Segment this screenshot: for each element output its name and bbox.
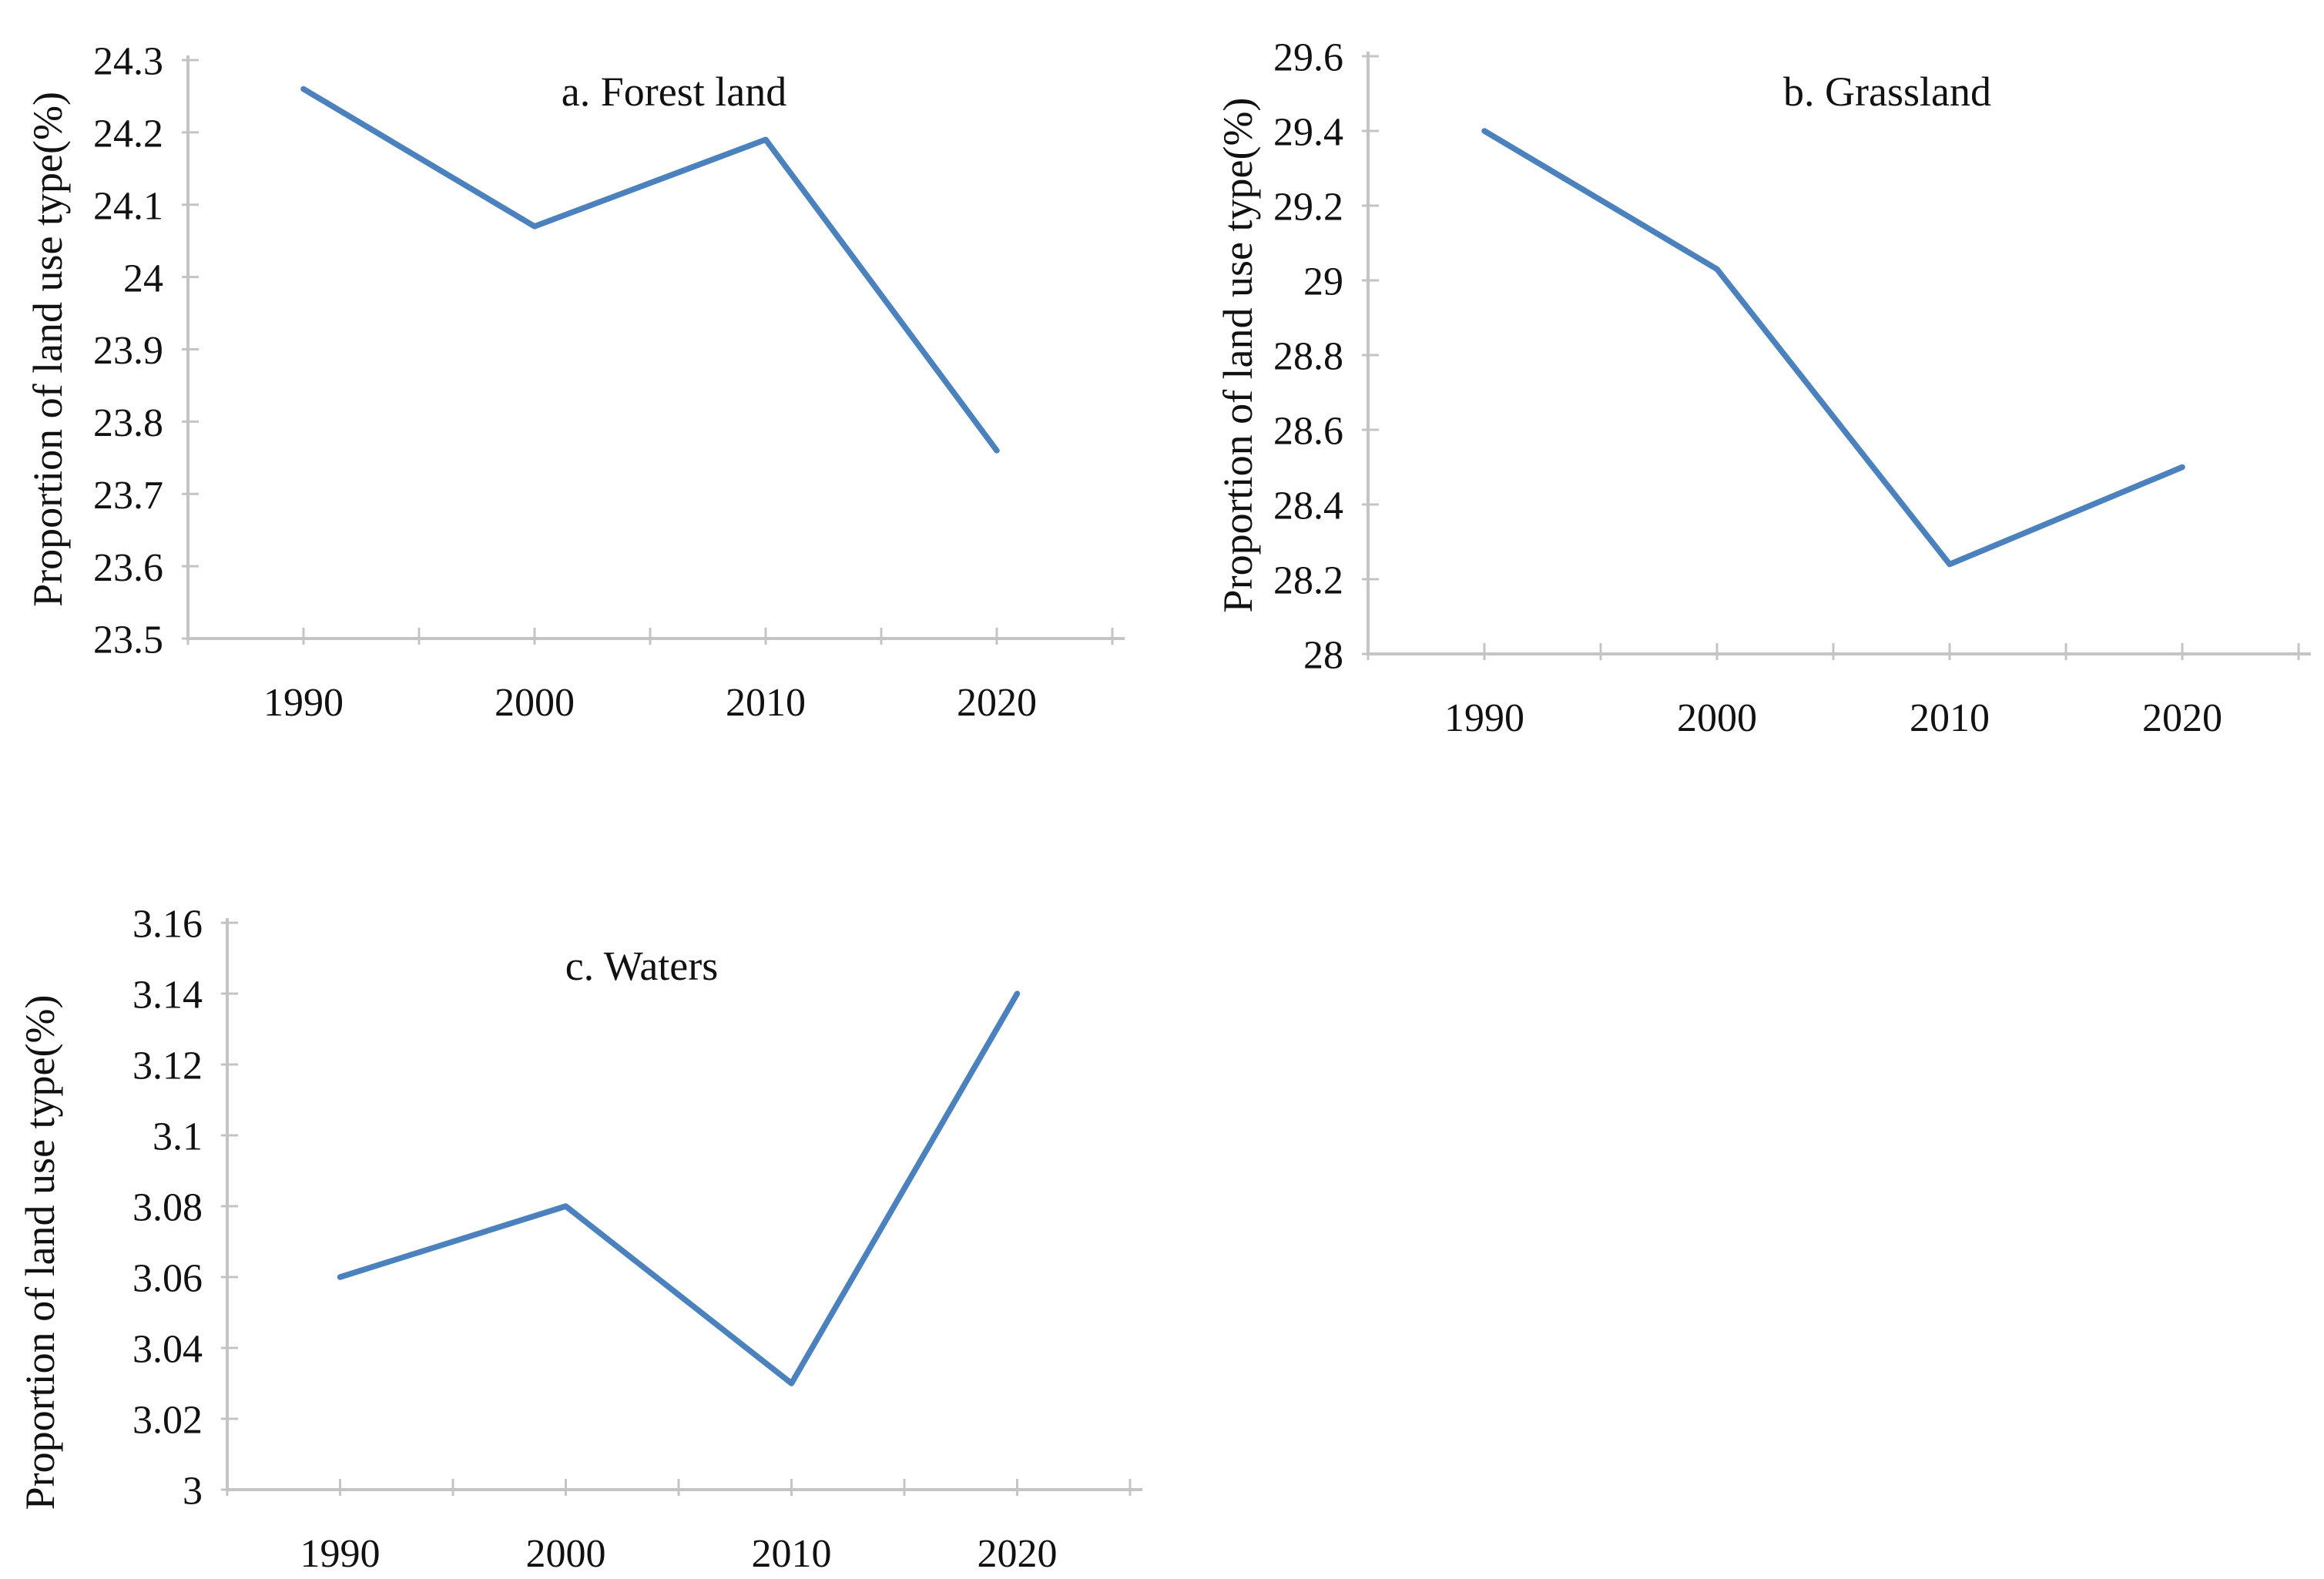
- y-tick-label: 3.14: [132, 974, 203, 1017]
- y-tick-label: 23.7: [93, 474, 163, 518]
- x-tick-label: 2020: [978, 1532, 1058, 1576]
- y-tick-label: 28.8: [1273, 335, 1343, 379]
- y-tick-label: 24.3: [93, 40, 163, 84]
- y-tick-label: 24.2: [93, 112, 163, 156]
- y-axis-title: Proportion of land use type(%): [25, 92, 71, 607]
- chart-title: b. Grassland: [1783, 69, 1991, 115]
- y-tick-label: 3.04: [132, 1328, 203, 1372]
- data-line: [1481, 128, 2185, 568]
- y-tick-label: 23.5: [93, 619, 163, 662]
- x-tick-label: 2000: [1677, 696, 1757, 740]
- data-line: [300, 85, 1000, 454]
- y-tick-label: 28: [1303, 634, 1343, 678]
- chart-forest-land: 23.5 23.6 23.7 23.8 23.9 24 24.1 24.2 24.3 1990 20…: [25, 40, 1125, 725]
- y-tick-label: 23.9: [93, 329, 163, 373]
- y-tick-label: 3.02: [132, 1399, 203, 1443]
- y-tick-label: 24.1: [93, 184, 163, 228]
- y-axis-title: Proportion of land use type(%): [17, 995, 63, 1510]
- y-tick-label: 3: [183, 1470, 203, 1514]
- y-tick-label: 29.4: [1273, 111, 1343, 155]
- y-tick-label: 3.12: [132, 1044, 203, 1088]
- chart-title: c. Waters: [565, 943, 719, 989]
- y-tick-label: 3.16: [132, 903, 203, 947]
- chart-title: a. Forest land: [562, 69, 786, 115]
- data-line: [337, 991, 1021, 1386]
- x-tick-label: 2000: [495, 681, 575, 725]
- y-tick-label: 3.08: [132, 1186, 203, 1230]
- chart-grassland: 28 28.2 28.4 28.6 28.8 29 29.2 29.4 29.6 1990 2000…: [1215, 36, 2311, 740]
- y-tick-label: 29.2: [1273, 186, 1343, 230]
- y-tick-label: 23.8: [93, 401, 163, 445]
- y-tick-label: 29.6: [1273, 36, 1343, 80]
- x-tick-label: 2010: [1910, 696, 1990, 740]
- x-tick-label: 2010: [752, 1532, 832, 1576]
- x-tick-label: 1990: [1444, 696, 1524, 740]
- x-tick-label: 2020: [957, 681, 1037, 725]
- y-tick-label: 28.4: [1273, 484, 1343, 528]
- y-tick-label: 29: [1303, 260, 1343, 304]
- x-tick-label: 2020: [2142, 696, 2222, 740]
- x-tick-label: 1990: [263, 681, 344, 725]
- y-axis-title: Proportion of land use type(%): [1215, 98, 1261, 613]
- y-tick-label: 3.06: [132, 1257, 203, 1301]
- x-tick-label: 2010: [726, 681, 806, 725]
- y-tick-label: 23.6: [93, 546, 163, 590]
- x-tick-label: 2000: [526, 1532, 606, 1576]
- y-tick-label: 28.2: [1273, 559, 1343, 603]
- y-tick-label: 28.6: [1273, 410, 1343, 454]
- x-tick-label: 1990: [300, 1532, 381, 1576]
- chart-waters: 3 3.02 3.04 3.06 3.08 3.1 3.12 3.14 3.16 1990 2000…: [17, 903, 1142, 1576]
- y-tick-label: 24: [123, 256, 163, 300]
- y-tick-label: 3.1: [153, 1115, 203, 1159]
